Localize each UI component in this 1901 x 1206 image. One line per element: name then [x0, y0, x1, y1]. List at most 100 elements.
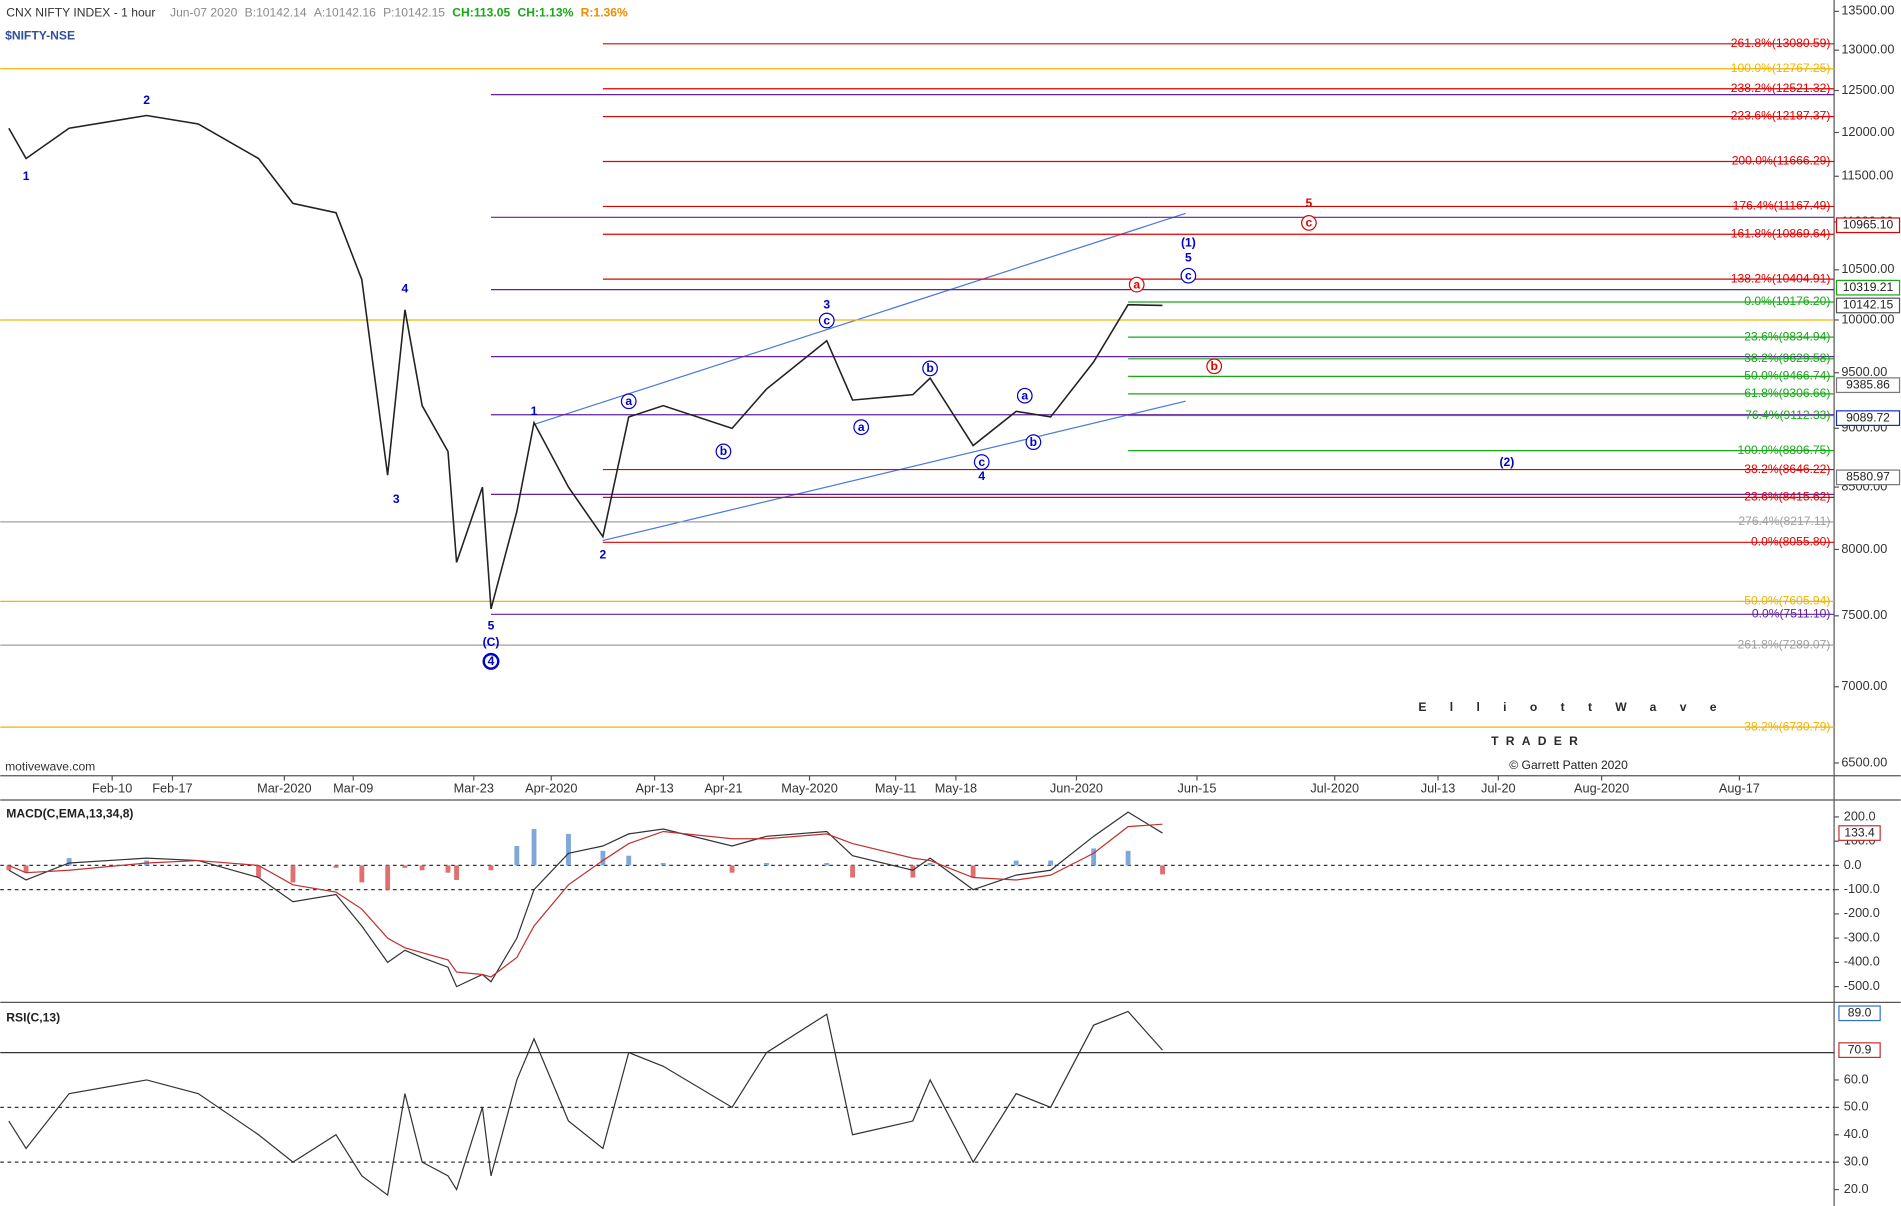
value-tag — [1838, 825, 1881, 841]
header-item: CH:1.13% — [517, 6, 573, 20]
y-tick-label: 11500.00 — [1841, 168, 1893, 183]
x-tick-label: Jun-15 — [1178, 780, 1217, 795]
y-tick-label: 12000.00 — [1841, 124, 1894, 139]
y-tick-label: -200.0 — [1844, 905, 1880, 920]
y-tick-label: 7500.00 — [1841, 607, 1887, 622]
histogram-bar — [1013, 860, 1019, 866]
header-item: Jun-07 2020 — [170, 6, 238, 20]
y-tick-label: -300.0 — [1844, 929, 1880, 944]
wave-label: c — [823, 313, 830, 327]
y-tick-label: 6500.00 — [1841, 754, 1887, 769]
wave-label: a — [1021, 389, 1028, 403]
histogram-bar — [23, 865, 29, 873]
panel-title: RSI(C,13) — [6, 1010, 60, 1024]
histogram-bar — [1160, 865, 1165, 875]
fib-label: 61.8%(9306.66) — [1744, 386, 1830, 400]
y-tick-label: 7000.00 — [1841, 678, 1887, 693]
fib-label: 50.0%(9466.74) — [1744, 369, 1830, 383]
indicator-line — [8, 1010, 1163, 1197]
wave-circle — [922, 360, 938, 377]
wave-label: a — [858, 420, 865, 434]
price-tag-label: 10965.10 — [1843, 217, 1894, 231]
symbol: $NIFTY-NSE — [5, 29, 75, 43]
x-tick-label: Mar-2020 — [257, 780, 311, 795]
wave-circle — [620, 393, 637, 410]
histogram-bar — [454, 865, 459, 880]
wave-circle — [853, 419, 870, 436]
histogram-bar — [333, 865, 339, 868]
y-tick-label: 50.0 — [1844, 1099, 1869, 1114]
wave-label: c — [1306, 216, 1313, 230]
wave-label: b — [1210, 359, 1217, 373]
wave-label: a — [625, 394, 632, 408]
histogram-bar — [488, 865, 494, 871]
histogram-bar — [824, 862, 830, 866]
fib-label: 23.6%(8415.62) — [1744, 490, 1830, 504]
indicator-line — [8, 823, 1163, 978]
price-tag-label: 10142.15 — [1843, 298, 1894, 312]
histogram-bar — [445, 865, 451, 873]
x-tick-label: Jun-2020 — [1050, 780, 1103, 795]
fib-label: 0.0%(10176.20) — [1744, 294, 1830, 308]
y-tick-label: 10000.00 — [1841, 311, 1894, 326]
wave-label: 5 — [488, 618, 495, 632]
price-tag — [1835, 297, 1901, 314]
wave-label: 3 — [393, 492, 400, 506]
wave-label: 3 — [823, 297, 830, 311]
value-tag — [1838, 1005, 1881, 1022]
fib-label: 38.2%(6730.79) — [1744, 719, 1830, 733]
wave-label: 2 — [600, 547, 607, 561]
fib-label: 176.4%(11167.49) — [1733, 199, 1831, 213]
wave-circle — [1301, 215, 1317, 231]
fib-label: 0.0%(7511.10) — [1752, 607, 1831, 621]
y-tick-label: -400.0 — [1844, 954, 1880, 969]
wave-label: 4 — [488, 654, 495, 668]
channel-line — [534, 212, 1186, 425]
wave-circle — [482, 652, 500, 670]
header-item: B:10142.14 — [245, 6, 307, 20]
price-tag-label: 9385.86 — [1846, 377, 1890, 391]
histogram-bar — [531, 829, 537, 866]
histogram-bar — [566, 833, 571, 866]
wave-label: a — [1133, 277, 1140, 291]
header-item: A:10142.16 — [314, 6, 376, 20]
histogram-bar — [970, 865, 976, 878]
logo-tagline: TRADER — [1491, 734, 1585, 748]
wave-label: (C) — [483, 635, 500, 649]
header-item: P:10142.15 — [383, 6, 445, 20]
y-tick-label: 0.0 — [1844, 857, 1862, 872]
histogram-bar — [910, 865, 916, 878]
plot-layer: Feb-10 Feb-17 Mar-2020 Mar-09 Mar-23 Apr-2020… — [0, 3, 1901, 1197]
x-tick-label: Mar-23 — [454, 780, 494, 795]
y-tick-label: 8000.00 — [1841, 541, 1887, 556]
fib-label: 276.4%(8217.11) — [1738, 514, 1830, 528]
fib-label: 100.0%(8806.75) — [1738, 443, 1831, 457]
histogram-bar — [850, 865, 856, 878]
wave-circle — [818, 312, 835, 329]
wave-label: b — [926, 361, 933, 375]
wave-circle — [1180, 267, 1197, 284]
histogram-bar — [927, 862, 933, 866]
wave-label: c — [1185, 269, 1192, 283]
histogram-bar — [66, 858, 72, 866]
wave-circle — [715, 443, 732, 460]
x-tick-label: Aug-2020 — [1574, 780, 1629, 795]
y-tick-label: 10500.00 — [1841, 261, 1894, 276]
value-tag-label: 133.4 — [1844, 825, 1875, 839]
wave-label: 1 — [531, 404, 538, 418]
header-item: CH:113.05 — [452, 6, 510, 20]
value-tag-label: 89.0 — [1848, 1005, 1872, 1019]
value-tag-label: 70.9 — [1848, 1042, 1872, 1056]
panel-title: MACD(C,EMA,13,34,8) — [6, 807, 133, 821]
histogram-bar — [1048, 860, 1054, 866]
fib-label: 23.6%(9834.94) — [1744, 329, 1830, 343]
price-tag — [1835, 410, 1901, 427]
histogram-bar — [764, 862, 769, 866]
fib-label: 223.6%(12187.37) — [1731, 109, 1831, 123]
y-tick-label: 12500.00 — [1841, 82, 1894, 97]
wave-label: b — [1030, 435, 1037, 449]
y-tick-label: 60.0 — [1844, 1071, 1869, 1086]
x-tick-label: Apr-21 — [704, 780, 742, 795]
wave-label: 4 — [978, 469, 985, 483]
